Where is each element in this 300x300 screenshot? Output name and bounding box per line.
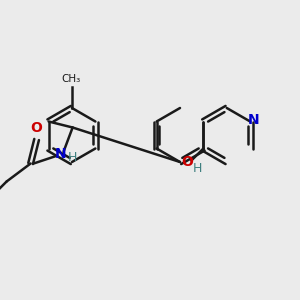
Text: CH₃: CH₃ [61, 74, 80, 84]
Text: H: H [193, 161, 202, 175]
Text: O: O [181, 155, 193, 169]
Text: H: H [68, 151, 77, 164]
Text: O: O [31, 121, 43, 135]
Text: N: N [55, 148, 66, 161]
Text: N: N [247, 113, 259, 127]
